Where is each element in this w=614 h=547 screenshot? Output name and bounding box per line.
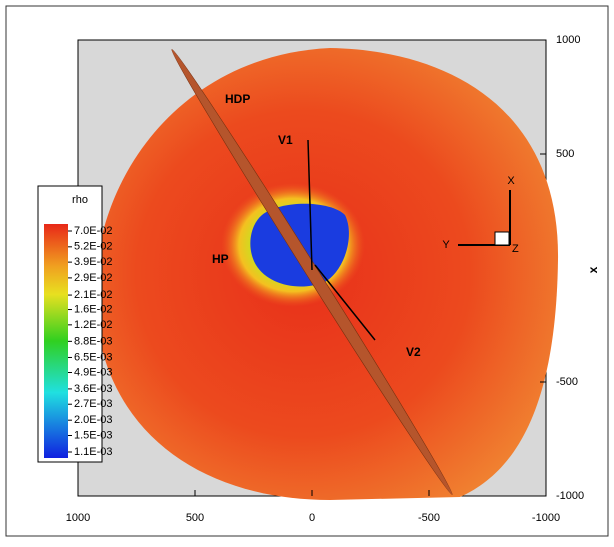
y-tick-label: 500 xyxy=(556,148,574,160)
triad-label: X xyxy=(507,175,515,187)
colorbar-label: 2.1E-02 xyxy=(74,289,113,301)
triad-label: Y xyxy=(442,239,450,251)
x-tick-label: 1000 xyxy=(66,512,90,524)
colorbar-label: 3.6E-03 xyxy=(74,383,113,395)
x-tick-label: -1000 xyxy=(532,512,560,524)
colorbar-label: 1.1E-03 xyxy=(74,446,113,458)
colorbar-label: 5.2E-02 xyxy=(74,241,113,253)
annotation: HDP xyxy=(225,92,250,106)
colorbar-label: 1.2E-02 xyxy=(74,319,113,331)
colorbar-label: 2.9E-02 xyxy=(74,272,113,284)
colorbar-label: 8.8E-03 xyxy=(74,335,113,347)
annotation: HP xyxy=(212,252,229,266)
colorbar xyxy=(44,224,68,458)
colorbar-label: 4.9E-03 xyxy=(74,366,113,378)
annotation: V1 xyxy=(278,133,293,147)
x-tick-label: 0 xyxy=(309,512,315,524)
y-tick-label: -1000 xyxy=(556,490,584,502)
colorbar-label: 7.0E-02 xyxy=(74,225,113,237)
colorbar-label: 1.5E-03 xyxy=(74,429,113,441)
y-tick-label: 1000 xyxy=(556,34,580,46)
x-tick-label: -500 xyxy=(418,512,440,524)
x-tick-label: 500 xyxy=(186,512,204,524)
annotation: V2 xyxy=(406,345,421,359)
colorbar-label: 2.0E-03 xyxy=(74,414,113,426)
triad-label: Z xyxy=(512,243,519,255)
colorbar-label: 2.7E-03 xyxy=(74,398,113,410)
chart: HDP V1 HP V2 X Y Z x rho 1000 500 0 -500 -10… xyxy=(0,0,614,542)
colorbar-label: 1.6E-02 xyxy=(74,303,113,315)
y-axis-label: x xyxy=(586,266,600,273)
colorbar-label: 6.5E-03 xyxy=(74,351,113,363)
triad-box xyxy=(495,232,509,245)
colorbar-title: rho xyxy=(72,194,88,206)
y-tick-label: -500 xyxy=(556,376,578,388)
colorbar-label: 3.9E-02 xyxy=(74,256,113,268)
